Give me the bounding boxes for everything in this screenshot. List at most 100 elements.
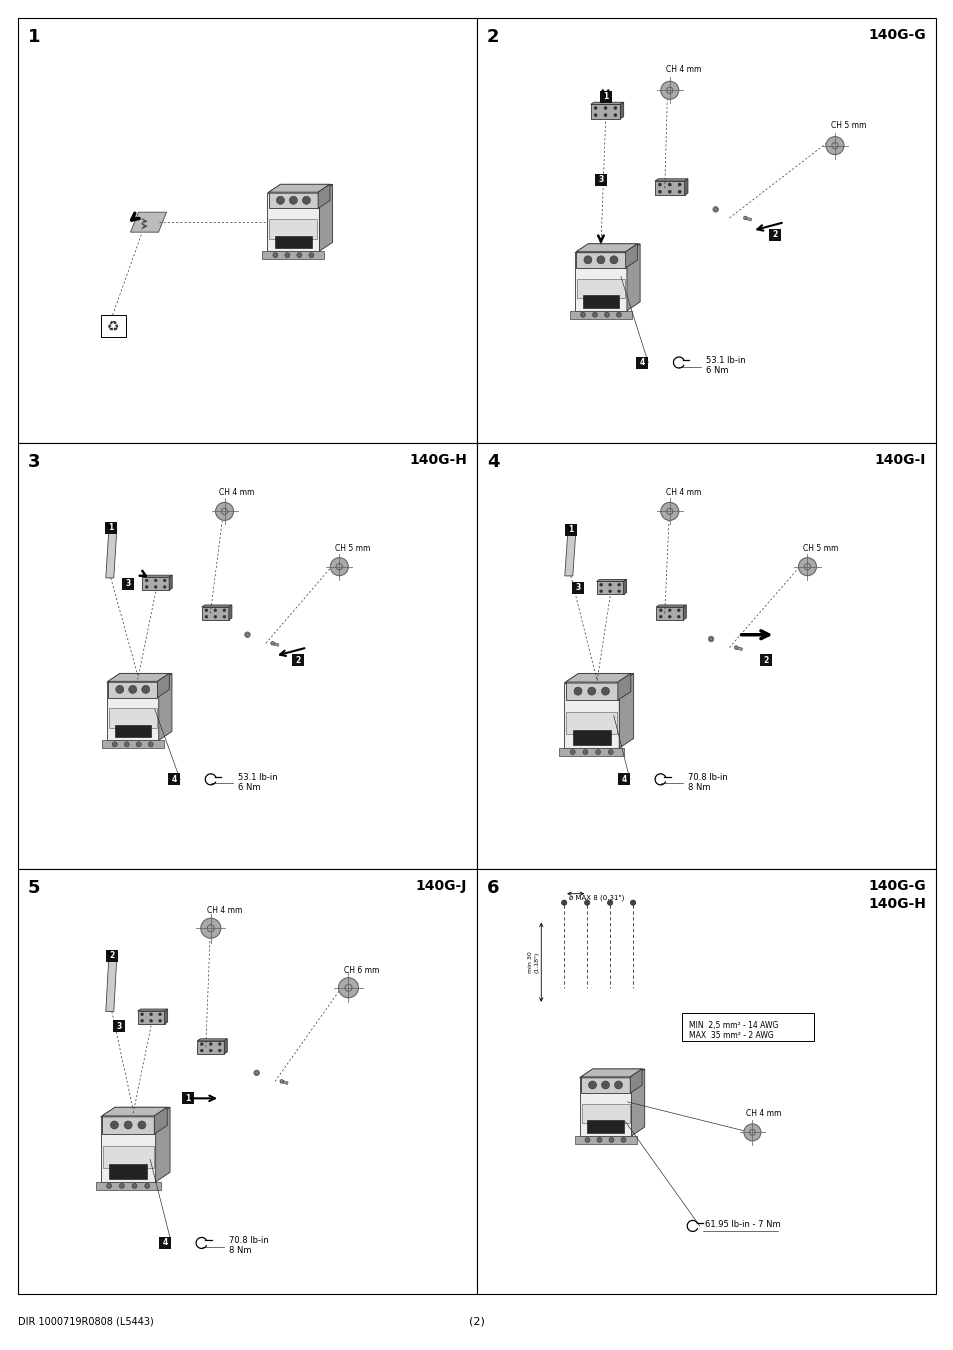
Polygon shape (576, 244, 637, 251)
Circle shape (668, 609, 671, 612)
Polygon shape (224, 1038, 227, 1054)
Circle shape (218, 1049, 221, 1052)
Text: 70.8 lb-in: 70.8 lb-in (229, 1237, 269, 1246)
Circle shape (617, 590, 619, 593)
Bar (476, 443, 935, 868)
Polygon shape (576, 251, 625, 267)
Circle shape (607, 900, 612, 906)
Polygon shape (101, 1107, 170, 1116)
Text: 2: 2 (295, 656, 300, 664)
Circle shape (138, 1120, 146, 1129)
Circle shape (158, 1012, 161, 1015)
Polygon shape (563, 674, 633, 683)
Bar (100, 315, 126, 338)
Circle shape (209, 1042, 212, 1045)
Circle shape (209, 1049, 212, 1052)
Circle shape (712, 207, 718, 212)
Circle shape (708, 637, 712, 641)
Text: 1: 1 (28, 28, 40, 46)
Bar (103, 1146, 153, 1168)
Circle shape (330, 558, 348, 575)
Text: 3: 3 (575, 583, 580, 593)
Text: 4: 4 (172, 775, 176, 784)
Circle shape (107, 1184, 112, 1188)
Bar (262, 251, 324, 259)
Text: 140G-J: 140G-J (416, 879, 467, 892)
Polygon shape (154, 1107, 167, 1134)
FancyBboxPatch shape (680, 1012, 813, 1041)
Polygon shape (169, 575, 172, 590)
Polygon shape (565, 682, 618, 701)
Polygon shape (590, 103, 623, 104)
Circle shape (213, 616, 216, 618)
Circle shape (145, 579, 148, 582)
Circle shape (223, 609, 226, 612)
Circle shape (825, 136, 843, 155)
Circle shape (244, 632, 250, 637)
Polygon shape (619, 103, 623, 119)
Text: ø MAX 8 (0.31"): ø MAX 8 (0.31") (568, 894, 623, 900)
Circle shape (742, 216, 746, 220)
Polygon shape (578, 1077, 631, 1135)
Polygon shape (596, 582, 623, 594)
Circle shape (145, 586, 148, 589)
FancyBboxPatch shape (182, 1092, 193, 1104)
Circle shape (603, 107, 606, 109)
Polygon shape (655, 178, 687, 181)
FancyBboxPatch shape (768, 230, 781, 240)
Polygon shape (656, 608, 682, 620)
Text: 53.1 lb-in: 53.1 lb-in (238, 772, 277, 782)
Text: 5: 5 (28, 879, 40, 896)
FancyBboxPatch shape (122, 578, 134, 590)
Circle shape (630, 900, 635, 906)
Polygon shape (655, 181, 684, 196)
Circle shape (579, 312, 585, 317)
Bar (582, 296, 618, 308)
Circle shape (163, 586, 166, 589)
Text: CH 5 mm: CH 5 mm (830, 120, 865, 130)
Text: CH 6 mm: CH 6 mm (344, 965, 379, 975)
Text: CH 4 mm: CH 4 mm (665, 489, 700, 497)
Circle shape (124, 1120, 132, 1129)
Circle shape (223, 616, 226, 618)
Circle shape (595, 749, 600, 755)
Polygon shape (626, 244, 639, 310)
FancyBboxPatch shape (564, 524, 577, 536)
Polygon shape (137, 1011, 165, 1025)
Circle shape (660, 502, 679, 520)
Circle shape (338, 977, 358, 998)
Circle shape (150, 1019, 152, 1022)
Text: 6 Nm: 6 Nm (238, 783, 260, 792)
FancyBboxPatch shape (112, 1021, 125, 1031)
Text: 1: 1 (602, 92, 607, 101)
Text: 140G-I: 140G-I (874, 454, 925, 467)
Circle shape (561, 900, 566, 906)
Text: 4: 4 (620, 775, 626, 784)
Polygon shape (623, 579, 626, 594)
Circle shape (285, 252, 290, 258)
Polygon shape (618, 674, 630, 701)
Bar (18, 443, 476, 868)
Polygon shape (106, 531, 116, 578)
Circle shape (608, 583, 611, 586)
Circle shape (583, 256, 591, 263)
Polygon shape (155, 1107, 170, 1181)
Polygon shape (197, 1041, 224, 1054)
Circle shape (601, 1081, 609, 1089)
Polygon shape (202, 608, 229, 620)
Circle shape (658, 190, 660, 193)
Circle shape (119, 1184, 124, 1188)
Polygon shape (580, 1069, 641, 1077)
Circle shape (279, 1080, 283, 1083)
Text: 140G-G
140G-H: 140G-G 140G-H (867, 879, 925, 911)
Polygon shape (564, 532, 576, 576)
Circle shape (574, 687, 581, 695)
Circle shape (254, 1071, 258, 1075)
Text: 140G-H: 140G-H (409, 454, 467, 467)
Circle shape (743, 1123, 760, 1141)
Polygon shape (269, 192, 317, 208)
Text: 3: 3 (126, 579, 131, 589)
Polygon shape (142, 578, 169, 590)
Bar (18, 18, 476, 443)
Circle shape (677, 616, 679, 618)
